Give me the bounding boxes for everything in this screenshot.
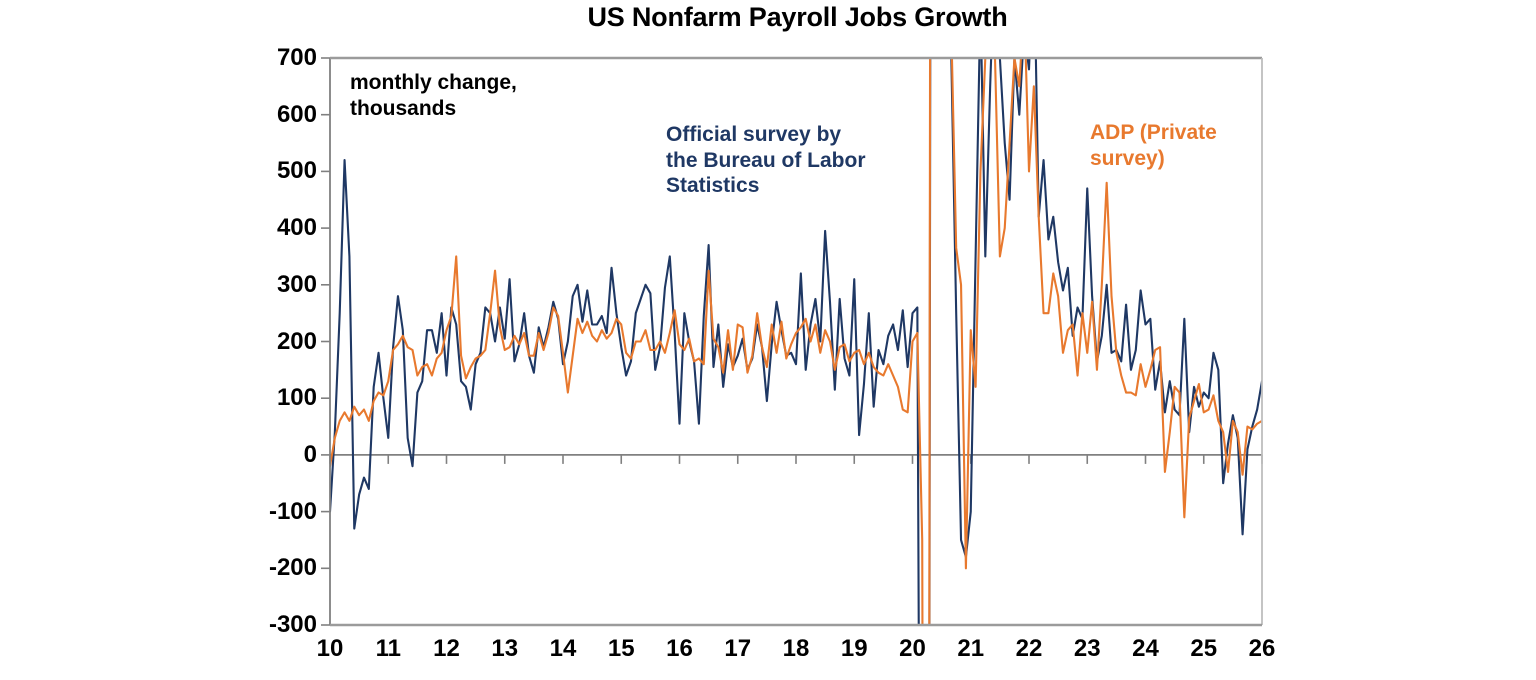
plot-frame — [329, 56, 1263, 627]
x-tick-label: 11 — [375, 635, 401, 662]
x-tick-label: 12 — [433, 635, 460, 662]
series-line-adp — [330, 58, 1262, 625]
x-tick-label: 18 — [782, 635, 810, 662]
x-tick-label: 14 — [549, 635, 577, 662]
x-tick-label: 24 — [1132, 635, 1159, 662]
right-margin — [1278, 0, 1536, 680]
y-tick-label: 300 — [276, 270, 317, 298]
y-tick-label: 600 — [276, 100, 317, 128]
annotation-units: monthly change, thousands — [350, 70, 580, 121]
x-tick-label: 26 — [1248, 635, 1276, 662]
annotation-bls-series: Official survey by the Bureau of Labor S… — [666, 122, 918, 199]
y-tick-label: -300 — [268, 611, 317, 638]
series-layer — [330, 58, 1262, 625]
annotation-units-line1: monthly change, — [350, 71, 517, 94]
x-tick-label: 13 — [491, 635, 519, 662]
x-tick-label: 25 — [1190, 635, 1218, 662]
x-tick-label: 16 — [666, 635, 693, 662]
annotation-bls-line3: Statistics — [666, 174, 760, 198]
annotation-bls-line1: Official survey by — [666, 123, 842, 146]
y-tick-label: 100 — [276, 384, 317, 412]
annotation-adp-line2: survey) — [1090, 146, 1165, 170]
x-tick-label: 23 — [1073, 635, 1101, 662]
y-tick-label: 0 — [303, 440, 317, 468]
x-tick-label: 15 — [607, 635, 635, 662]
x-tick-label: 21 — [957, 635, 985, 662]
left-margin — [0, 0, 258, 680]
y-tick-label: -200 — [268, 554, 317, 582]
annotation-adp-series: ADP (Private survey) — [1090, 120, 1265, 171]
y-tick-label: 500 — [276, 157, 317, 185]
x-tick-label: 22 — [1015, 635, 1043, 662]
y-tick-label: 200 — [276, 327, 317, 355]
annotation-bls-line2: the Bureau of Labor — [666, 148, 866, 172]
y-tick-label: 400 — [276, 214, 317, 242]
chart-title: US Nonfarm Payroll Jobs Growth — [587, 2, 1008, 32]
y-tick-label: -100 — [268, 497, 317, 525]
x-tick-label: 19 — [840, 635, 868, 662]
series-line-bls — [330, 58, 1262, 625]
x-tick-label: 20 — [899, 635, 926, 662]
x-tick-label: 17 — [724, 635, 752, 662]
annotation-units-line2: thousands — [350, 96, 457, 120]
y-tick-label: 700 — [276, 44, 317, 71]
annotation-adp-line1: ADP (Private — [1090, 121, 1217, 144]
x-tick-label: 10 — [316, 635, 344, 662]
